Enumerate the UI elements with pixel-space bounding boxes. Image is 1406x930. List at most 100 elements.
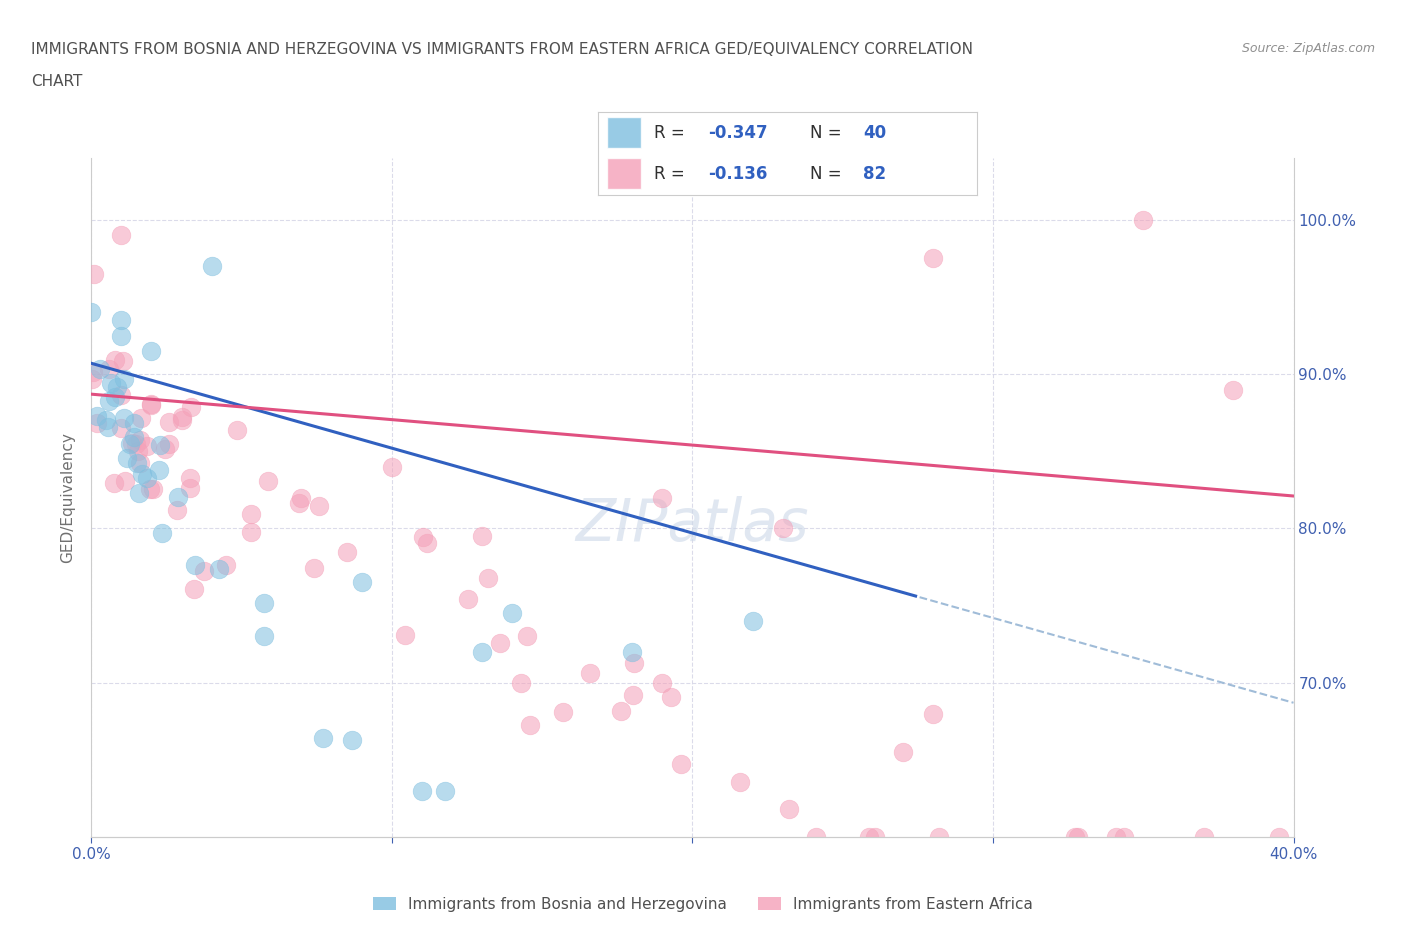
Point	[104, 390, 127, 405]
Point	[121, 435, 143, 450]
Point	[125, 437, 148, 452]
Point	[150, 525, 173, 540]
Point	[858, 830, 880, 844]
Text: N =: N =	[810, 124, 842, 141]
Point	[621, 688, 644, 703]
Point	[489, 635, 512, 650]
Point	[131, 466, 153, 481]
Point	[110, 328, 132, 343]
Text: R =: R =	[654, 165, 685, 182]
Point	[457, 591, 479, 606]
Point	[142, 482, 165, 497]
Legend: Immigrants from Bosnia and Herzegovina, Immigrants from Eastern Africa: Immigrants from Bosnia and Herzegovina, …	[367, 890, 1039, 918]
Point	[201, 259, 224, 273]
Point	[104, 352, 127, 367]
Point	[141, 397, 163, 412]
Point	[1192, 830, 1215, 844]
Point	[157, 415, 180, 430]
Point	[240, 506, 263, 521]
Point	[86, 408, 108, 423]
Point	[105, 379, 128, 394]
Point	[290, 491, 312, 506]
Point	[129, 410, 152, 425]
Point	[336, 544, 359, 559]
Point	[1222, 382, 1244, 397]
Text: IMMIGRANTS FROM BOSNIA AND HERZEGOVINA VS IMMIGRANTS FROM EASTERN AFRICA GED/EQU: IMMIGRANTS FROM BOSNIA AND HERZEGOVINA V…	[31, 42, 973, 57]
Point	[184, 557, 207, 572]
Point	[621, 644, 644, 659]
Point	[125, 456, 148, 471]
Bar	[607, 158, 641, 189]
Text: Source: ZipAtlas.com: Source: ZipAtlas.com	[1241, 42, 1375, 55]
Point	[411, 783, 433, 798]
Point	[804, 830, 827, 844]
Point	[412, 530, 434, 545]
Point	[103, 476, 125, 491]
Point	[240, 525, 263, 539]
Point	[471, 644, 494, 659]
Point	[127, 444, 149, 458]
Point	[208, 562, 231, 577]
Point	[516, 629, 538, 644]
Point	[215, 558, 238, 573]
Text: 82: 82	[863, 165, 886, 182]
Point	[928, 830, 950, 844]
Point	[651, 490, 673, 505]
Point	[179, 481, 201, 496]
Point	[609, 704, 631, 719]
Point	[110, 421, 132, 436]
Point	[118, 436, 141, 451]
Point	[155, 442, 177, 457]
Point	[741, 614, 763, 629]
Point	[193, 564, 215, 578]
Point	[1114, 830, 1136, 844]
Point	[253, 629, 276, 644]
Point	[226, 423, 249, 438]
Point	[98, 362, 121, 377]
Point	[80, 305, 103, 320]
Point	[519, 718, 541, 733]
Point	[471, 528, 494, 543]
Point	[308, 499, 330, 514]
Point	[82, 365, 104, 379]
Point	[114, 474, 136, 489]
Point	[551, 705, 574, 720]
Text: 40: 40	[863, 124, 886, 141]
Text: CHART: CHART	[31, 74, 83, 89]
Point	[139, 396, 162, 411]
Point	[287, 496, 309, 511]
Point	[122, 430, 145, 445]
Point	[100, 376, 122, 391]
Point	[1132, 212, 1154, 227]
Point	[623, 656, 645, 671]
Bar	[607, 117, 641, 148]
Point	[302, 561, 325, 576]
Point	[129, 456, 152, 471]
Point	[170, 413, 193, 428]
Point	[863, 830, 886, 844]
Point	[659, 689, 682, 704]
Point	[778, 802, 800, 817]
Point	[728, 774, 751, 789]
Text: ZIPatlas: ZIPatlas	[575, 497, 810, 553]
Point	[669, 756, 692, 771]
Point	[183, 581, 205, 596]
Point	[477, 570, 499, 585]
Point	[772, 521, 794, 536]
Point	[433, 783, 456, 798]
Point	[256, 473, 278, 488]
Point	[129, 432, 152, 447]
Point	[141, 343, 163, 358]
Point	[148, 462, 170, 477]
Point	[112, 371, 135, 386]
Point	[112, 411, 135, 426]
Point	[110, 312, 132, 327]
Point	[1064, 830, 1087, 844]
Point	[253, 595, 276, 610]
Text: R =: R =	[654, 124, 685, 141]
Point	[86, 416, 108, 431]
Y-axis label: GED/Equivalency: GED/Equivalency	[60, 432, 76, 563]
Point	[136, 438, 159, 453]
Point	[149, 437, 172, 452]
Point	[128, 485, 150, 500]
